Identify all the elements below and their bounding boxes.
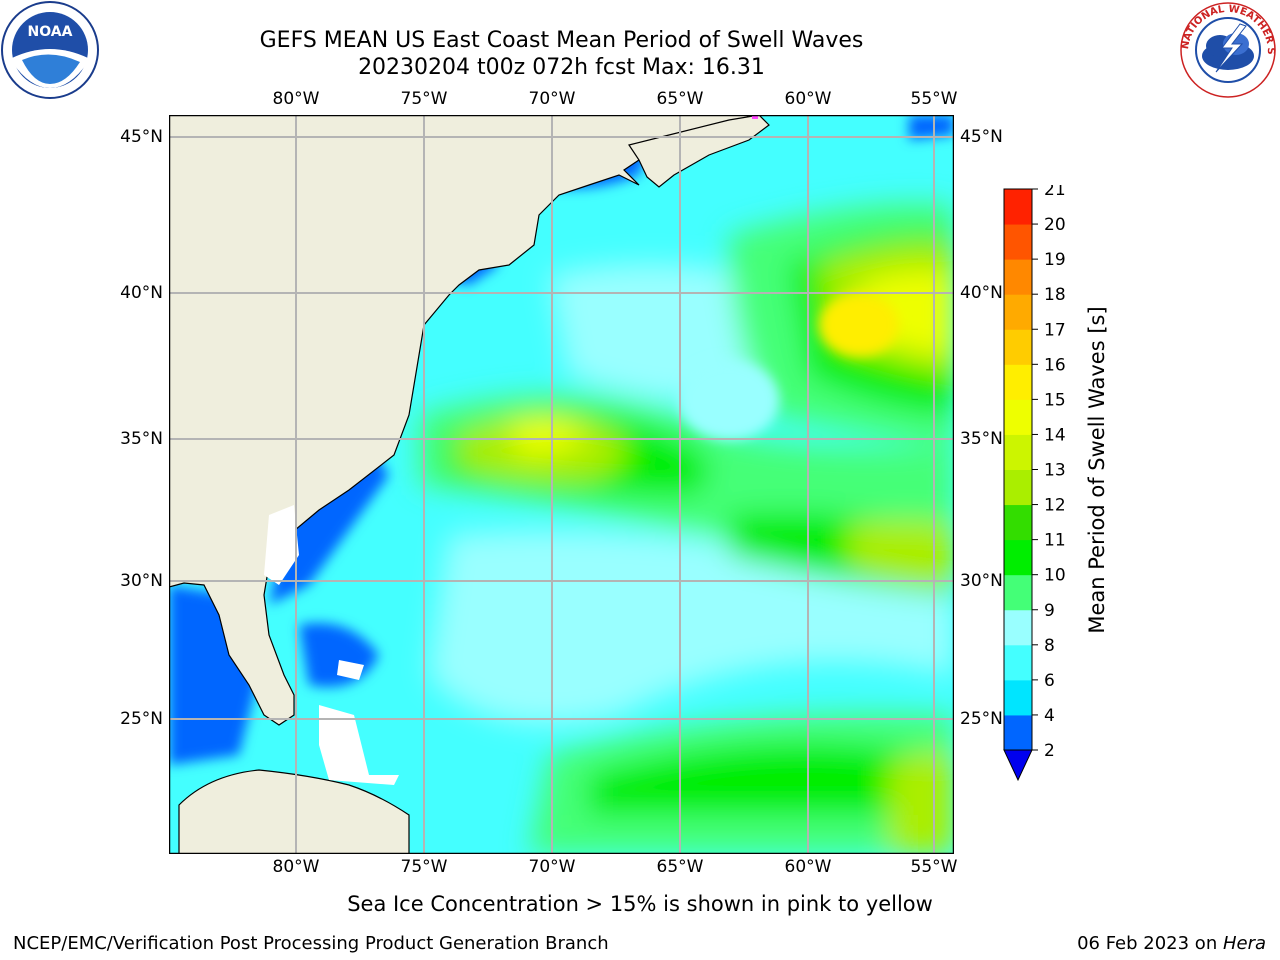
colorbar-tick-label: 4 xyxy=(1044,706,1055,726)
nws-logo-icon: NATIONAL WEATHER SERVICE xyxy=(1178,0,1276,98)
colorbar-tick-label: 10 xyxy=(1044,566,1066,586)
swell-period-map xyxy=(169,115,954,854)
colorbar-tick-label: 12 xyxy=(1044,496,1066,516)
swell-max-area xyxy=(819,293,899,357)
lon-label-bottom-65w: 65°W xyxy=(656,857,704,877)
graticule xyxy=(169,115,954,854)
sea-ice-marker xyxy=(752,115,758,119)
colorbar-tick-label: 18 xyxy=(1044,285,1066,305)
lat-label-left-25n: 25°N xyxy=(120,709,163,729)
colorbar-swatch xyxy=(1004,504,1032,541)
colorbar-tick-label: 21 xyxy=(1044,185,1066,200)
lat-label-right-25n: 25°N xyxy=(960,709,1003,729)
lon-label-top-75w: 75°W xyxy=(400,89,448,109)
map-frame xyxy=(169,115,954,854)
colorbar-swatch xyxy=(1004,224,1032,260)
lon-label-top-65w: 65°W xyxy=(656,89,704,109)
colorbar-swatch xyxy=(1004,329,1032,365)
lat-label-right-30n: 30°N xyxy=(960,571,1003,591)
lat-label-right-40n: 40°N xyxy=(960,283,1003,303)
colorbar-swatch xyxy=(1004,189,1032,225)
colorbar-tick-label: 20 xyxy=(1044,215,1066,235)
lon-label-bottom-75w: 75°W xyxy=(400,857,448,877)
footer-machine: Hera xyxy=(1222,933,1266,954)
colorbar-swatch xyxy=(1004,294,1032,330)
lat-label-left-40n: 40°N xyxy=(120,283,163,303)
colorbar-tick-label: 13 xyxy=(1044,461,1066,481)
lat-label-left-35n: 35°N xyxy=(120,429,163,449)
lat-label-right-45n: 45°N xyxy=(960,127,1003,147)
colorbar-extend-arrow xyxy=(1003,749,1033,782)
sea-ice-note: Sea Ice Concentration > 15% is shown in … xyxy=(347,892,933,916)
lon-label-top-80w: 80°W xyxy=(272,89,320,109)
colorbar-tick-label: 14 xyxy=(1044,425,1066,445)
colorbar-tick-label: 19 xyxy=(1044,250,1066,270)
colorbar-swatch xyxy=(1004,364,1032,400)
colorbar-swatch xyxy=(1004,539,1032,576)
colorbar-tick-label: 15 xyxy=(1044,390,1066,410)
lat-label-right-35n: 35°N xyxy=(960,429,1003,449)
colorbar-swatch xyxy=(1004,434,1032,470)
colorbar-swatch xyxy=(1004,714,1032,751)
colorbar-label: Mean Period of Swell Waves [s] xyxy=(1085,306,1109,634)
colorbar-swatch xyxy=(1004,644,1032,681)
lon-label-top-60w: 60°W xyxy=(784,89,832,109)
colorbar-tick-label: 6 xyxy=(1044,671,1055,691)
colorbar-tick-label: 16 xyxy=(1044,355,1066,375)
lon-label-bottom-60w: 60°W xyxy=(784,857,832,877)
noaa-logo-text: NOAA xyxy=(28,24,73,40)
colorbar-tick-label: 8 xyxy=(1044,636,1055,656)
colorbar: 2 4 6 8 9 10 11 12 13 14 15 16 17 18 19 20 21 xyxy=(1003,185,1066,782)
land-mass xyxy=(169,115,770,854)
lon-label-bottom-70w: 70°W xyxy=(528,857,576,877)
colorbar-tick-label: 9 xyxy=(1044,601,1055,621)
footer-date-text: 06 Feb 2023 on xyxy=(1077,933,1223,954)
lon-label-bottom-55w: 55°W xyxy=(910,857,958,877)
colorbar-tick-label: 2 xyxy=(1044,741,1055,761)
lon-label-bottom-80w: 80°W xyxy=(272,857,320,877)
colorbar-swatch xyxy=(1004,609,1032,646)
colorbar-swatch xyxy=(1004,469,1032,506)
chart-title: GEFS MEAN US East Coast Mean Period of S… xyxy=(259,28,864,53)
colorbar-tick-label: 17 xyxy=(1044,320,1066,340)
colorbar-swatch xyxy=(1004,574,1032,611)
colorbar-swatch xyxy=(1004,679,1032,716)
footer-credit: NCEP/EMC/Verification Post Processing Pr… xyxy=(13,933,609,954)
colorbar-tick-label: 11 xyxy=(1044,531,1066,551)
footer-date: 06 Feb 2023 on Hera xyxy=(1077,933,1266,955)
lon-label-top-55w: 55°W xyxy=(910,89,958,109)
lat-label-left-45n: 45°N xyxy=(120,127,163,147)
noaa-logo-icon: NOAA xyxy=(1,1,99,99)
colorbar-swatch xyxy=(1004,399,1032,435)
lat-label-left-30n: 30°N xyxy=(120,571,163,591)
lon-label-top-70w: 70°W xyxy=(528,89,576,109)
chart-subtitle: 20230204 t00z 072h fcst Max: 16.31 xyxy=(358,55,765,80)
colorbar-swatch xyxy=(1004,259,1032,295)
